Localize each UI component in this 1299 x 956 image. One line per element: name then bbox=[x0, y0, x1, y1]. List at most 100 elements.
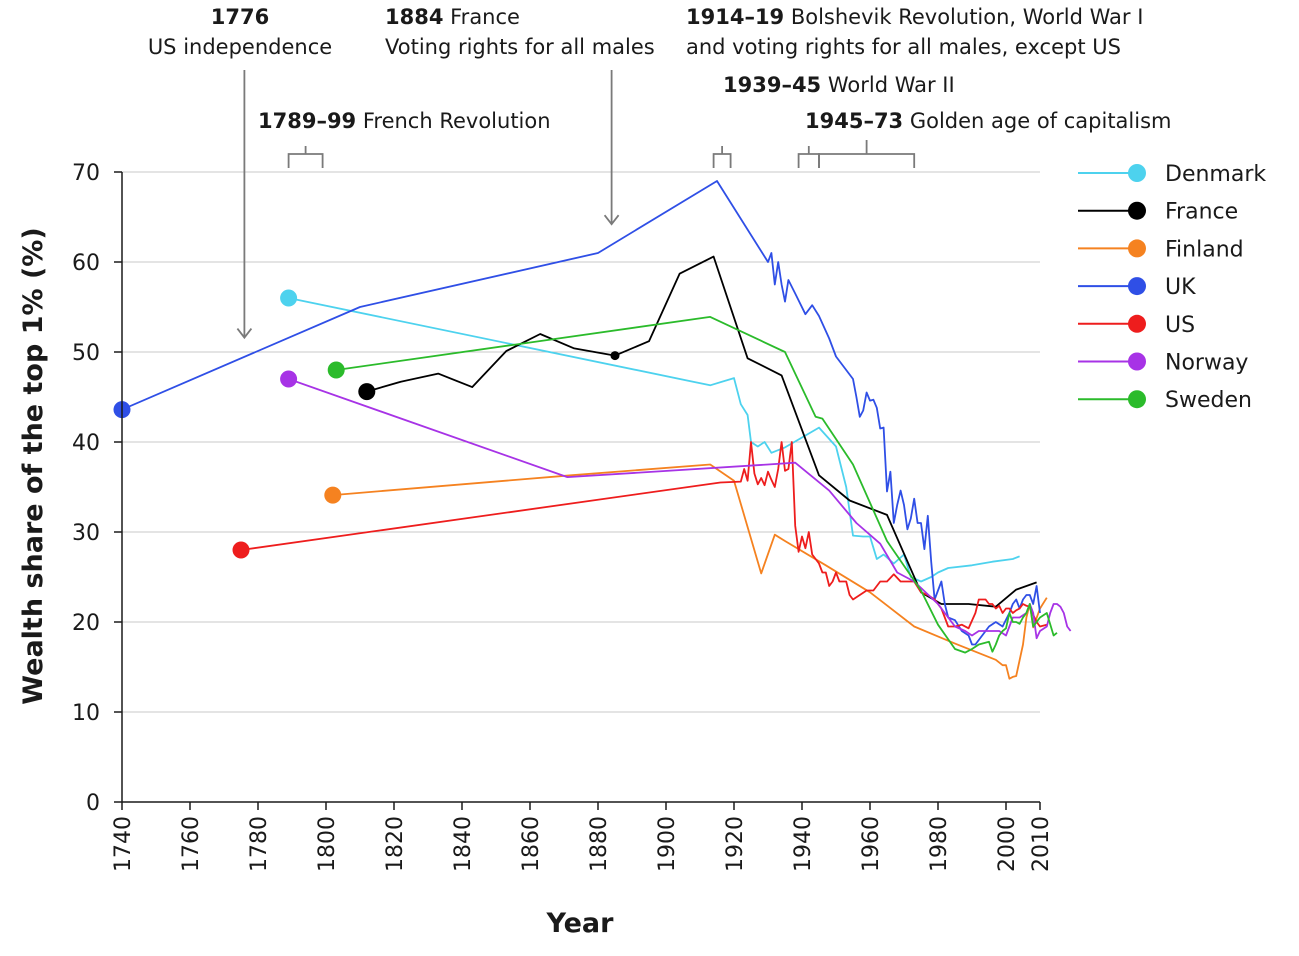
legend-marker bbox=[1128, 352, 1146, 371]
annotation-text-line2: Voting rights for all males bbox=[385, 35, 655, 59]
annotation-label: 1939–45 World War II bbox=[723, 73, 955, 97]
y-tick-label: 60 bbox=[72, 251, 100, 276]
annotation-year: 1945–73 bbox=[805, 109, 903, 133]
annotation: 1789–99 French Revolution bbox=[258, 109, 551, 168]
legend-label: Finland bbox=[1165, 237, 1244, 262]
annotation-label: 1914–19 Bolshevik Revolution, World War … bbox=[686, 5, 1143, 29]
y-tick-label: 20 bbox=[72, 611, 100, 636]
legend-label: Denmark bbox=[1165, 162, 1266, 187]
annotation-bracket bbox=[287, 153, 324, 168]
legend-item: Sweden bbox=[1078, 388, 1252, 413]
historical-annotations: 1776 US independence 1789–99 French Revolu… bbox=[148, 5, 1172, 340]
x-tick-label: 1960 bbox=[859, 816, 884, 872]
arrowhead bbox=[236, 328, 253, 340]
annotation-text: World War II bbox=[821, 73, 955, 97]
series-us bbox=[232, 441, 1048, 630]
series-denmark bbox=[280, 289, 1020, 583]
annotation-text: French Revolution bbox=[356, 109, 550, 133]
series-start-marker bbox=[232, 541, 250, 559]
series-start-marker bbox=[280, 370, 298, 388]
series-start-marker bbox=[280, 289, 298, 307]
y-tick-label: 10 bbox=[72, 701, 100, 726]
france-1884-dot bbox=[610, 351, 620, 361]
series-finland bbox=[324, 463, 1048, 680]
legend-marker bbox=[1128, 239, 1146, 258]
x-tick-label: 1740 bbox=[111, 816, 136, 872]
annotation-bracket bbox=[797, 153, 820, 168]
x-axis-title: Year bbox=[546, 908, 615, 939]
gridlines bbox=[122, 171, 1040, 713]
annotation-label: 1776 bbox=[211, 5, 269, 29]
legend-item: UK bbox=[1078, 275, 1196, 300]
annotation-year: 1884 bbox=[385, 5, 443, 29]
x-tick-label: 1780 bbox=[247, 816, 272, 872]
series-line bbox=[288, 297, 1020, 583]
y-tick-label: 70 bbox=[72, 161, 100, 186]
legend-marker bbox=[1128, 390, 1146, 409]
x-tick-label: 2010 bbox=[1029, 816, 1054, 872]
series-line bbox=[288, 378, 1072, 640]
series-line bbox=[332, 463, 1048, 680]
legend-label: Norway bbox=[1165, 351, 1248, 376]
annotation-text: Golden age of capitalism bbox=[903, 109, 1171, 133]
series-start-marker bbox=[358, 383, 376, 401]
series-norway bbox=[280, 370, 1072, 640]
x-tick-label: 1760 bbox=[179, 816, 204, 872]
x-tick-label: 1880 bbox=[587, 816, 612, 872]
x-tick-label: 1820 bbox=[383, 816, 408, 872]
legend-item: Norway bbox=[1078, 351, 1248, 376]
legend-label: France bbox=[1165, 200, 1238, 225]
series-start-marker bbox=[327, 361, 345, 379]
annotation-year: 1939–45 bbox=[723, 73, 821, 97]
annotation: 1884 France Voting rights for all males bbox=[385, 5, 655, 226]
y-tick-label: 50 bbox=[72, 341, 100, 366]
annotation-year: 1789–99 bbox=[258, 109, 356, 133]
annotation-year: 1776 bbox=[211, 5, 269, 29]
legend-label: Sweden bbox=[1165, 388, 1252, 413]
legend-label: UK bbox=[1165, 275, 1196, 300]
series-sweden bbox=[327, 315, 1058, 654]
annotation-text-line2: and voting rights for all males, except … bbox=[686, 35, 1121, 59]
annotation-label: 1945–73 Golden age of capitalism bbox=[805, 109, 1172, 133]
annotation-label: 1789–99 French Revolution bbox=[258, 109, 551, 133]
legend: Denmark France Finland UK US Norway Sweden bbox=[1078, 162, 1266, 413]
x-tick-label: 1980 bbox=[927, 816, 952, 872]
legend-label: US bbox=[1165, 313, 1195, 338]
legend-item: US bbox=[1078, 313, 1195, 338]
x-tick-label: 1920 bbox=[723, 816, 748, 872]
x-tick-label: 1860 bbox=[519, 816, 544, 872]
axes: 0 10 20 30 40 50 60 70 1740 1760 1780 1800 1820 1840 1… bbox=[72, 161, 1054, 872]
annotation-bracket bbox=[712, 153, 732, 168]
annotation: 1914–19 Bolshevik Revolution, World War … bbox=[686, 5, 1143, 168]
series-line bbox=[336, 315, 1058, 654]
x-tick-label: 1900 bbox=[655, 816, 680, 872]
series-france bbox=[358, 255, 1037, 608]
series-line bbox=[366, 255, 1037, 608]
legend-item: Finland bbox=[1078, 237, 1244, 262]
legend-marker bbox=[1128, 314, 1146, 333]
annotation: 1945–73 Golden age of capitalism bbox=[805, 109, 1172, 168]
x-tick-label: 1940 bbox=[791, 816, 816, 872]
annotation-text: Bolshevik Revolution, World War I bbox=[784, 5, 1143, 29]
x-tick-label: 2000 bbox=[995, 816, 1020, 872]
annotation-text-line2: US independence bbox=[148, 35, 332, 59]
annotation: 1776 US independence bbox=[148, 5, 332, 340]
annotation-text: France bbox=[443, 5, 520, 29]
legend-item: France bbox=[1078, 200, 1238, 225]
series-start-marker bbox=[324, 486, 342, 504]
legend-marker bbox=[1128, 277, 1146, 296]
x-tick-label: 1800 bbox=[315, 816, 340, 872]
annotation-bracket bbox=[818, 153, 916, 168]
y-tick-label: 0 bbox=[86, 791, 100, 816]
annotation-year: 1914–19 bbox=[686, 5, 784, 29]
legend-marker bbox=[1128, 201, 1146, 220]
legend-item: Denmark bbox=[1078, 162, 1266, 187]
legend-marker bbox=[1128, 164, 1146, 182]
annotation-label: 1884 France bbox=[385, 5, 520, 29]
y-axis-title: Wealth share of the top 1% (%) bbox=[18, 227, 49, 704]
arrowhead bbox=[603, 214, 620, 226]
series-line bbox=[240, 441, 1048, 630]
series-line bbox=[121, 180, 1041, 646]
data-series bbox=[113, 180, 1072, 680]
